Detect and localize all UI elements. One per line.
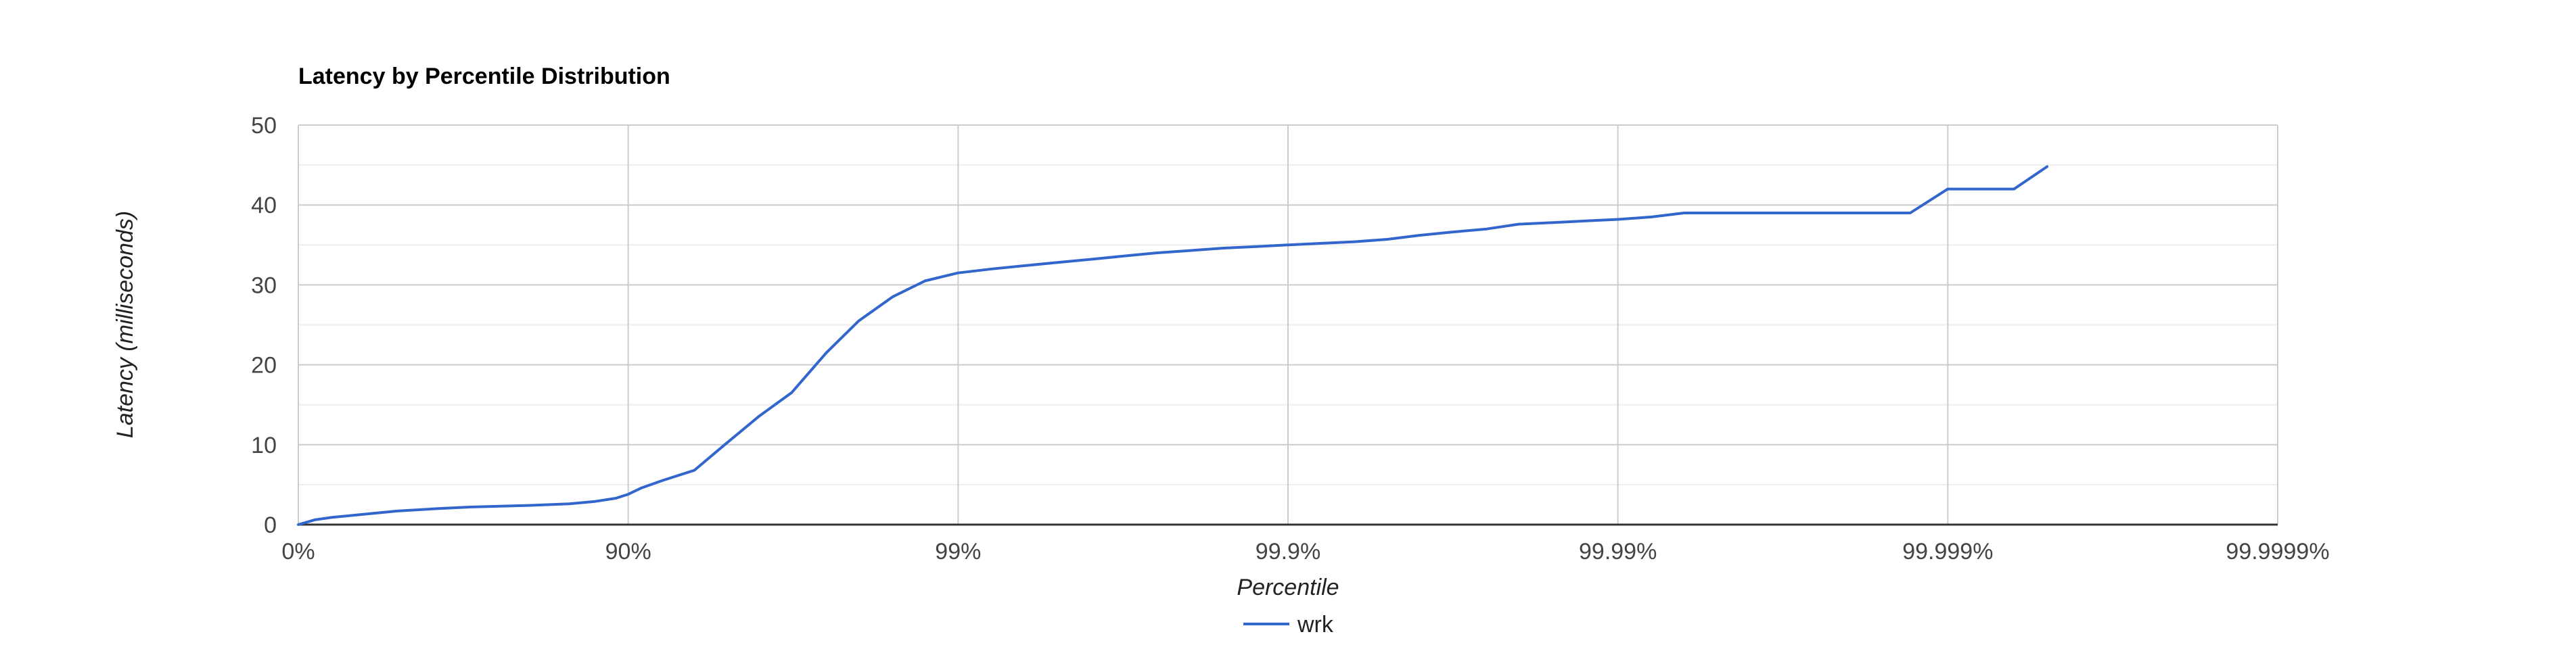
- legend-label-wrk: wrk: [1297, 612, 1334, 638]
- x-tick-label: 99%: [935, 539, 981, 564]
- y-tick-label: 0: [264, 512, 277, 538]
- tick-labels: 0 10 20 30 40 50 0% 90% 99% 99.9% 99.99% 99.999% 99.…: [251, 113, 2329, 564]
- grid: [298, 124, 2278, 525]
- x-axis-title: Percentile: [1237, 575, 1339, 600]
- series-lines: [297, 165, 2049, 526]
- x-tick-label: 0%: [281, 539, 315, 564]
- y-axis-title: Latency (milliseconds): [112, 211, 138, 438]
- chart-title: Latency by Percentile Distribution: [298, 64, 670, 89]
- y-tick-label: 40: [251, 193, 277, 218]
- x-tick-label: 99.9%: [1256, 539, 1320, 564]
- legend: wrk: [1243, 612, 1334, 638]
- x-tick-label: 99.999%: [1902, 539, 1993, 564]
- y-tick-label: 50: [251, 113, 277, 139]
- y-tick-label: 20: [251, 353, 277, 379]
- y-tick-label: 10: [251, 433, 277, 458]
- x-tick-label: 99.99%: [1579, 539, 1657, 564]
- series-line-wrk: [297, 165, 2049, 526]
- x-tick-label: 99.9999%: [2226, 539, 2329, 564]
- y-tick-label: 30: [251, 272, 277, 298]
- x-tick-label: 90%: [605, 539, 651, 564]
